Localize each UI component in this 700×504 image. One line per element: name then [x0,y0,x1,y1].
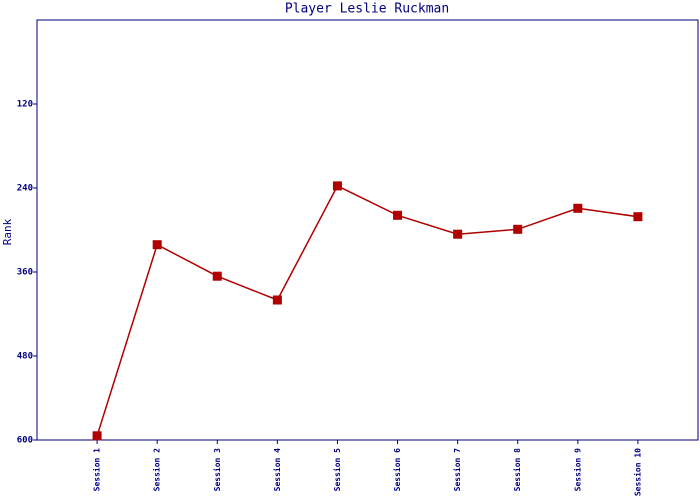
x-tick-label: Session 3 [212,448,222,492]
x-tick-label: Session 7 [452,448,462,492]
x-tick-label: Session 9 [572,448,582,492]
marker [212,271,222,281]
marker [92,431,102,441]
marker [513,224,523,234]
y-tick-label: 240 [17,184,33,194]
y-tick-label: 120 [17,100,33,110]
marker [573,203,583,213]
x-tick-label: Session 2 [152,448,162,492]
marker [393,210,403,220]
marker [272,295,282,305]
x-tick-label: Session 6 [392,448,402,492]
y-tick-label: 480 [17,352,33,362]
y-tick-label: 600 [17,436,33,446]
x-tick-label: Session 5 [332,448,342,492]
marker [453,229,463,239]
x-tick-label: Session 4 [272,448,282,492]
chart-title: Player Leslie Ruckman [285,2,449,17]
x-tick-label: Session 8 [512,448,522,492]
x-tick-label: Session 1 [92,448,102,492]
y-tick-label: 360 [17,268,33,278]
y-axis-label: Rank [1,218,14,245]
plot-frame [36,19,699,441]
marker [152,240,162,250]
line [96,184,639,437]
marker [332,181,342,191]
marker [633,212,643,222]
x-tick-label: Session 10 [632,448,642,496]
